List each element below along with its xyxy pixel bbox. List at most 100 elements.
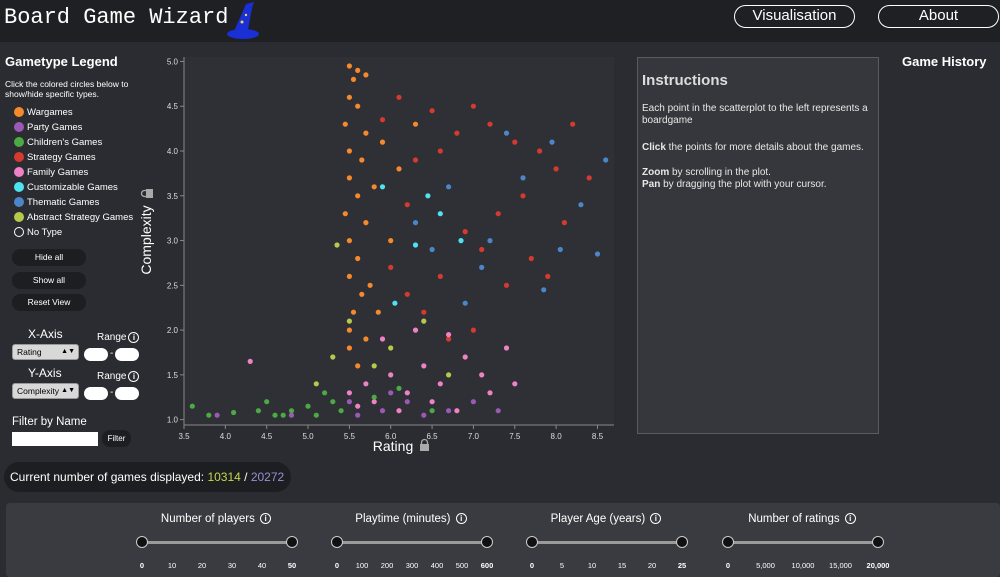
game-point[interactable] (404, 291, 410, 297)
game-point[interactable] (412, 121, 419, 127)
game-point[interactable] (206, 412, 212, 418)
x-axis-select[interactable]: Rating ▲▼ (12, 344, 79, 360)
game-point[interactable] (446, 332, 452, 338)
game-point[interactable] (404, 202, 410, 208)
legend-item-customizable-games[interactable]: Customizable Games (14, 180, 118, 194)
game-point[interactable] (421, 412, 427, 418)
game-point[interactable] (272, 412, 278, 418)
game-point[interactable] (470, 103, 476, 109)
y-axis-select[interactable]: Complexity ▲▼ (12, 383, 79, 399)
game-point[interactable] (189, 403, 195, 409)
legend-item-childrens-games[interactable]: Children's Games (14, 135, 102, 149)
game-point[interactable] (541, 287, 547, 293)
filter-name-input[interactable] (12, 432, 98, 446)
game-point[interactable] (350, 309, 357, 315)
game-point[interactable] (503, 345, 510, 351)
game-point[interactable] (446, 336, 452, 342)
game-point[interactable] (437, 211, 443, 217)
slider-min-knob-players[interactable] (136, 536, 148, 548)
game-point[interactable] (355, 255, 361, 262)
game-point[interactable] (334, 242, 340, 248)
game-point[interactable] (330, 354, 336, 360)
legend-dot-abstract-strategy-games[interactable] (14, 212, 24, 222)
legend-item-no-type[interactable]: No Type (14, 225, 62, 239)
game-point[interactable] (375, 309, 381, 315)
game-point[interactable] (586, 175, 592, 181)
legend-dot-family-games[interactable] (14, 167, 24, 177)
game-point[interactable] (371, 184, 377, 190)
game-point[interactable] (429, 408, 435, 414)
game-point[interactable] (429, 399, 435, 405)
game-point[interactable] (429, 246, 435, 253)
game-point[interactable] (346, 238, 352, 244)
game-point[interactable] (487, 121, 493, 127)
game-point[interactable] (346, 327, 352, 333)
legend-item-strategy-games[interactable]: Strategy Games (14, 150, 96, 164)
legend-dot-thematic-games[interactable] (14, 197, 24, 207)
game-point[interactable] (371, 394, 377, 400)
game-point[interactable] (363, 220, 369, 226)
game-point[interactable] (437, 273, 443, 279)
game-point[interactable] (487, 390, 493, 396)
game-point[interactable] (367, 282, 373, 288)
game-point[interactable] (446, 408, 452, 414)
slider-track-ratings[interactable] (728, 541, 878, 544)
show-all-button[interactable]: Show all (12, 272, 86, 289)
game-point[interactable] (346, 63, 352, 69)
game-point[interactable] (421, 318, 427, 324)
game-point[interactable] (346, 148, 352, 154)
game-point[interactable] (396, 385, 402, 391)
game-point[interactable] (446, 372, 452, 378)
game-point[interactable] (561, 220, 568, 226)
game-point[interactable] (462, 300, 468, 306)
slider-min-knob-playtime[interactable] (331, 536, 343, 548)
game-point[interactable] (487, 238, 493, 244)
game-point[interactable] (346, 175, 352, 181)
game-point[interactable] (570, 121, 576, 127)
game-point[interactable] (520, 175, 526, 181)
game-point[interactable] (363, 336, 369, 342)
game-point[interactable] (355, 193, 361, 199)
game-point[interactable] (379, 117, 386, 123)
game-point[interactable] (479, 246, 485, 253)
game-point[interactable] (371, 363, 377, 369)
game-point[interactable] (512, 381, 518, 387)
game-point[interactable] (421, 363, 427, 369)
game-point[interactable] (363, 130, 369, 136)
game-point[interactable] (264, 399, 270, 405)
game-point[interactable] (388, 264, 394, 270)
info-icon[interactable]: i (455, 513, 467, 525)
game-point[interactable] (379, 139, 386, 145)
game-point[interactable] (288, 412, 295, 418)
game-point[interactable] (553, 166, 559, 172)
game-point[interactable] (359, 157, 365, 163)
game-point[interactable] (458, 238, 464, 244)
game-point[interactable] (342, 211, 348, 217)
game-point[interactable] (346, 94, 352, 100)
game-point[interactable] (594, 251, 601, 257)
game-point[interactable] (388, 390, 394, 396)
slider-min-knob-ratings[interactable] (722, 536, 734, 548)
legend-dot-customizable-games[interactable] (14, 182, 24, 192)
game-point[interactable] (462, 229, 468, 235)
info-icon[interactable]: i (844, 513, 856, 525)
game-point[interactable] (313, 412, 319, 418)
game-point[interactable] (247, 358, 253, 364)
info-icon[interactable]: i (650, 513, 662, 525)
slider-max-knob-playtime[interactable] (481, 536, 493, 548)
legend-dot-party-games[interactable] (14, 122, 24, 132)
game-point[interactable] (537, 148, 543, 154)
slider-max-knob-ratings[interactable] (872, 536, 884, 548)
game-point[interactable] (346, 318, 352, 324)
legend-dot-strategy-games[interactable] (14, 152, 24, 162)
game-point[interactable] (462, 354, 468, 360)
game-point[interactable] (446, 184, 452, 190)
slider-min-knob-age[interactable] (526, 536, 538, 548)
game-point[interactable] (404, 399, 410, 405)
game-point[interactable] (437, 381, 443, 387)
game-point[interactable] (470, 399, 476, 405)
game-point[interactable] (388, 345, 394, 351)
game-point[interactable] (404, 390, 410, 396)
game-point[interactable] (346, 390, 352, 396)
slider-track-age[interactable] (532, 541, 682, 544)
